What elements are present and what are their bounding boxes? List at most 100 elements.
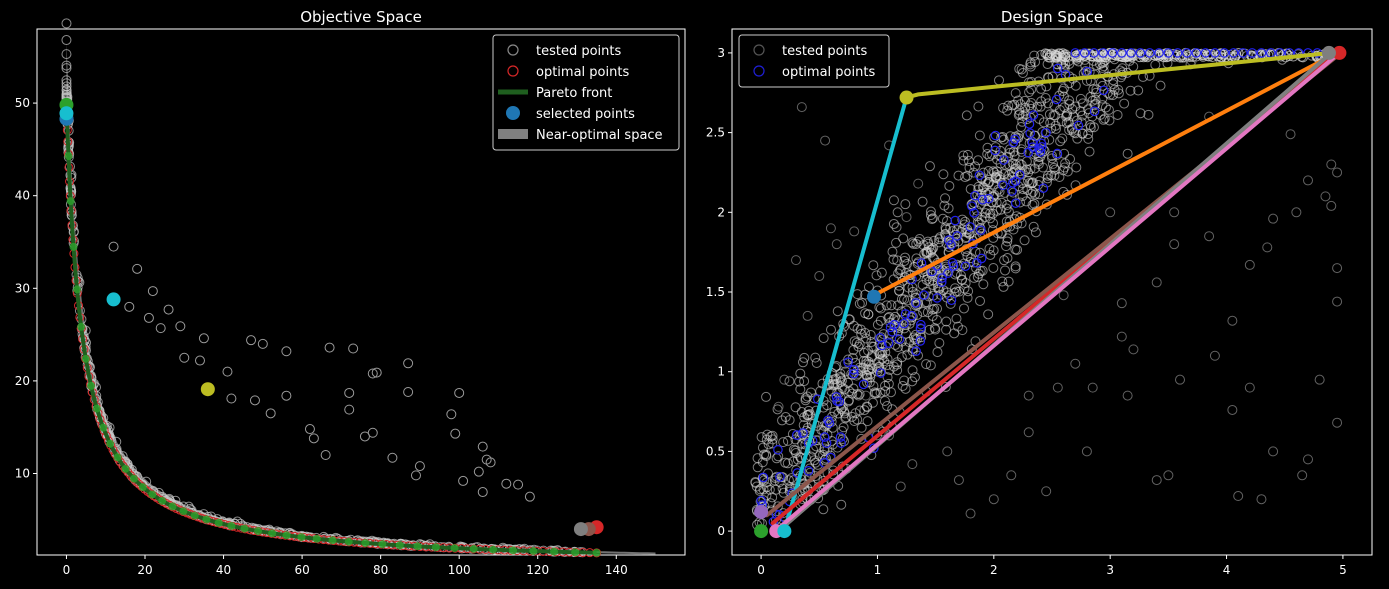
tested-point <box>944 180 955 191</box>
tested-point <box>249 395 260 406</box>
pareto-front-marker <box>179 507 188 516</box>
tested-point <box>1002 236 1013 247</box>
optimal-point <box>1144 48 1155 58</box>
optimal-point <box>1117 48 1127 58</box>
tested-point <box>995 145 1006 156</box>
tested-point <box>818 504 829 515</box>
tested-point <box>810 471 821 482</box>
tested-point <box>900 342 911 353</box>
tested-point <box>896 294 907 305</box>
tested-point <box>979 212 990 223</box>
tested-point <box>900 252 911 263</box>
tested-point <box>976 172 987 183</box>
tested-point <box>1127 51 1138 62</box>
optimal-point <box>758 472 769 483</box>
optimal-point <box>990 130 1001 141</box>
optimal-point <box>900 309 911 319</box>
tested-point <box>1016 146 1027 157</box>
tested-point <box>1064 95 1075 106</box>
design-x-tick-label: 5 <box>1339 563 1347 577</box>
tested-point <box>852 414 863 425</box>
pareto-front-marker <box>113 453 122 462</box>
optimal-point <box>1052 148 1063 159</box>
tested-point <box>1081 446 1092 457</box>
tested-point <box>895 481 906 492</box>
tested-point <box>858 355 869 366</box>
objective-space-title: Objective Space <box>300 8 422 26</box>
optimal-point <box>990 145 1000 156</box>
selected-point <box>777 524 792 539</box>
tested-point <box>861 370 872 381</box>
tested-point <box>1002 233 1013 244</box>
tested-point <box>1233 47 1244 58</box>
objective-x-tick-label: 140 <box>605 563 628 577</box>
objective-x-tick-label: 60 <box>294 563 309 577</box>
tested-point <box>780 412 791 423</box>
tested-point <box>1163 470 1174 481</box>
tested-point <box>147 286 158 297</box>
optimal-point <box>791 430 802 440</box>
tested-point <box>1119 98 1130 109</box>
optimal-point <box>1172 48 1183 58</box>
objective-space-plot <box>59 18 656 558</box>
tested-point <box>1104 47 1115 58</box>
optimal-point <box>1247 48 1257 58</box>
tested-point <box>1033 152 1044 163</box>
objective-y-tick-label: 30 <box>15 281 30 295</box>
tested-point <box>1048 110 1059 121</box>
tested-point <box>1010 88 1021 99</box>
tested-point <box>1303 175 1313 186</box>
tested-point <box>884 430 895 441</box>
tested-point <box>764 484 775 495</box>
tested-point <box>790 448 801 459</box>
objective-space-frame <box>36 28 686 556</box>
pareto-front-marker <box>282 531 291 540</box>
optimal-point <box>906 310 917 321</box>
tested-point <box>1064 99 1075 110</box>
objective-legend-label: optimal points <box>536 65 629 80</box>
tested-point <box>1017 184 1028 195</box>
optimal-point <box>1034 144 1044 154</box>
tested-point <box>1010 244 1021 255</box>
tested-point <box>1303 454 1313 465</box>
tested-point <box>843 377 854 388</box>
tested-point <box>1098 50 1109 61</box>
tested-point <box>836 499 847 510</box>
tested-point <box>756 432 767 443</box>
tested-point <box>998 134 1009 145</box>
tested-point <box>942 446 953 457</box>
tested-point <box>819 454 830 465</box>
pareto-front-marker <box>121 464 130 473</box>
optimal-point <box>1135 48 1146 58</box>
tested-point <box>1023 427 1034 438</box>
pareto-front-marker <box>92 404 101 413</box>
pareto-front-marker <box>361 538 370 547</box>
optimal-point <box>1079 48 1090 58</box>
objective-legend-marker <box>507 44 519 56</box>
pareto-front-marker <box>550 547 559 556</box>
tested-point <box>758 484 769 495</box>
tested-point <box>883 312 894 323</box>
tested-point <box>1108 79 1119 90</box>
tested-point <box>963 286 974 297</box>
tested-point <box>1262 242 1273 253</box>
tested-point <box>1022 130 1033 141</box>
tested-point <box>752 462 763 473</box>
tested-point <box>1037 127 1048 138</box>
tested-point <box>1026 188 1037 199</box>
tested-point <box>798 357 809 368</box>
design-space-title: Design Space <box>1001 8 1103 26</box>
tested-point <box>827 422 838 433</box>
optimal-point <box>952 231 962 241</box>
tested-point <box>1168 48 1179 59</box>
tested-point <box>883 378 894 389</box>
pareto-front-marker <box>344 537 353 546</box>
pareto-front-marker <box>148 490 157 499</box>
tested-point <box>477 441 488 452</box>
tested-point <box>923 238 934 249</box>
pareto-front-marker <box>395 541 404 550</box>
tested-point <box>953 475 964 486</box>
tested-point <box>1025 164 1036 175</box>
design-legend-marker <box>753 44 765 56</box>
tested-point <box>1097 80 1108 91</box>
